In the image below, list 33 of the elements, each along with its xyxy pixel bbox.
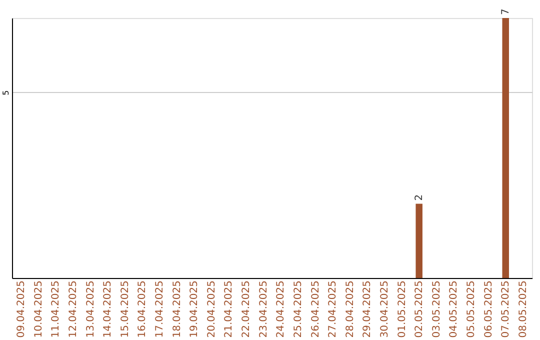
x-tick-label: 04.05.2025 xyxy=(448,280,460,338)
x-tick-label: 25.04.2025 xyxy=(292,280,304,338)
x-tick-label: 09.04.2025 xyxy=(16,280,28,338)
x-tick-label: 07.05.2025 xyxy=(500,280,512,338)
x-tick-label: 08.05.2025 xyxy=(518,280,529,338)
x-tick-label: 19.04.2025 xyxy=(189,280,200,338)
x-tick-label: 17.04.2025 xyxy=(154,280,166,338)
x-tick-label: 21.04.2025 xyxy=(224,280,235,338)
x-tick-label: 13.04.2025 xyxy=(85,280,96,338)
x-tick-label: 12.04.2025 xyxy=(68,280,79,338)
x-tick-label: 26.04.2025 xyxy=(310,280,322,338)
data-label: 2 xyxy=(414,194,426,201)
x-tick-label: 23.04.2025 xyxy=(258,280,270,338)
x-tick-label: 22.04.2025 xyxy=(241,280,252,338)
x-tick-label: 10.04.2025 xyxy=(33,280,44,338)
x-tick-label: 28.04.2025 xyxy=(344,280,356,338)
x-tick-label: 30.04.2025 xyxy=(379,280,390,338)
x-tick-label: 15.04.2025 xyxy=(120,280,131,338)
x-tick-label: 03.05.2025 xyxy=(431,280,442,338)
x-tick-label: 05.05.2025 xyxy=(466,280,477,338)
x-tick-label: 01.05.2025 xyxy=(396,280,408,338)
x-tick-label: 18.04.2025 xyxy=(172,280,183,338)
x-tick-label: 27.04.2025 xyxy=(328,280,339,338)
x-tick-label: 24.04.2025 xyxy=(276,280,287,338)
data-label: 7 xyxy=(500,8,512,15)
x-tick-label: 16.04.2025 xyxy=(137,280,148,338)
x-tick-label: 20.04.2025 xyxy=(206,280,218,338)
x-tick-label: 29.04.2025 xyxy=(362,280,374,338)
x-tick-label: 14.04.2025 xyxy=(102,280,114,338)
x-tick-label: 02.05.2025 xyxy=(414,280,426,338)
y-tick-label: 5 xyxy=(2,90,10,96)
x-tick-label: 06.05.2025 xyxy=(483,280,494,338)
x-tick-label: 11.04.2025 xyxy=(50,280,62,338)
